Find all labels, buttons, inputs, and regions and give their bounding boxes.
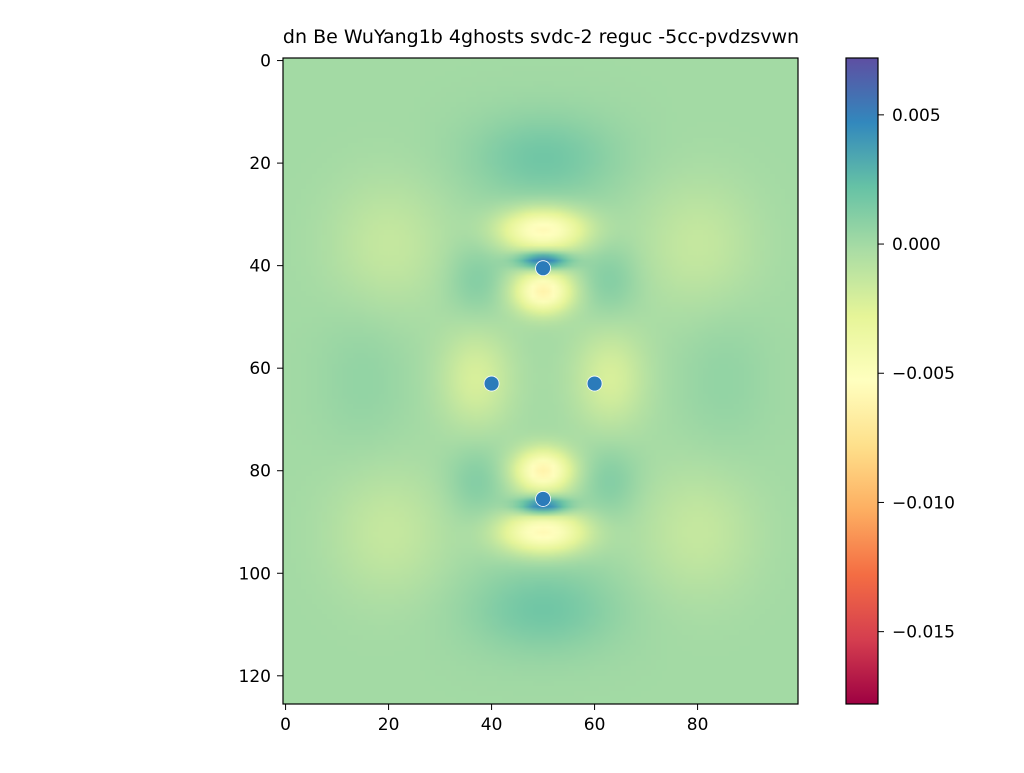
heatmap-area	[283, 58, 798, 704]
colorbar-tick-label: −0.010	[892, 493, 955, 513]
y-axis: 0 20 40 60 80 100 120	[239, 52, 283, 687]
y-tick-label: 0	[260, 52, 271, 72]
y-tick-label: 120	[239, 667, 271, 687]
colorbar	[845, 57, 879, 705]
y-tick-label: 20	[249, 154, 271, 174]
x-axis: 0 20 40 60 80	[280, 704, 708, 735]
colorbar-tick-label: −0.005	[892, 364, 955, 384]
y-tick-label: 100	[239, 564, 271, 584]
heatmap-image	[283, 58, 798, 704]
colorbar-tick-label: −0.015	[892, 623, 955, 643]
x-tick-label: 60	[584, 715, 606, 735]
x-tick-label: 80	[687, 715, 709, 735]
y-tick-label: 80	[249, 462, 271, 482]
chart-title: dn Be WuYang1b 4ghosts svdc-2 reguc -5cc…	[283, 26, 799, 48]
points-layer	[483, 260, 603, 507]
x-tick-label: 20	[378, 715, 400, 735]
x-tick-label: 40	[481, 715, 503, 735]
y-tick-label: 40	[249, 257, 271, 277]
plot-frame	[282, 57, 799, 705]
scatter-point	[483, 375, 500, 392]
colorbar-tick-label: 0.000	[892, 235, 941, 255]
colorbar-axis: 0.005 0.000 −0.005 −0.010 −0.015	[878, 106, 955, 643]
colorbar-tick-label: 0.005	[892, 106, 941, 126]
x-tick-label: 0	[280, 715, 291, 735]
scatter-point	[535, 491, 551, 507]
y-tick-label: 60	[249, 359, 271, 379]
scatter-point	[535, 260, 551, 277]
scatter-point	[586, 375, 603, 392]
